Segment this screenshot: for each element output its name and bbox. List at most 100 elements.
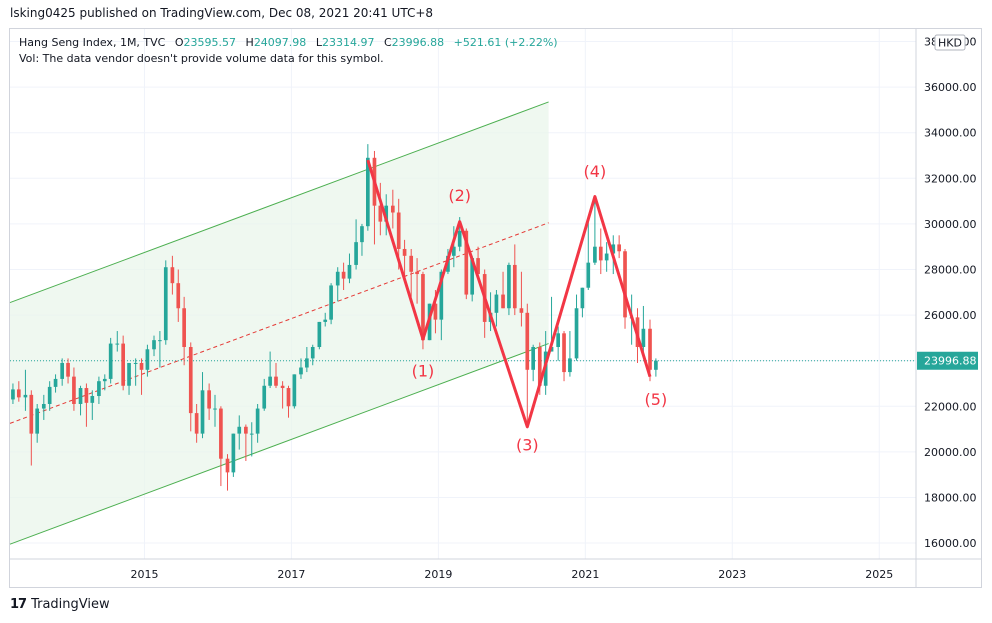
candle-body — [457, 230, 462, 247]
wave-label: (5) — [645, 390, 668, 409]
legend-symbol: Hang Seng Index, 1M, TVC — [19, 36, 166, 49]
candle-body — [366, 157, 370, 227]
y-tick-label: 32000.00 — [924, 172, 977, 185]
candle-body — [66, 362, 70, 377]
candle-body — [60, 362, 65, 379]
candle-body — [512, 264, 517, 309]
candle-body — [249, 433, 254, 435]
candle-body — [286, 388, 291, 407]
candle-body — [525, 312, 530, 370]
candle-body — [531, 347, 536, 370]
time-axis: 2015 2017 2019 2021 2023 2025 — [130, 568, 893, 581]
wave-label: (3) — [516, 436, 539, 455]
candle-body — [194, 413, 199, 434]
candle-body — [108, 343, 113, 379]
candle-body — [360, 226, 364, 243]
x-tick-label: 2021 — [571, 568, 599, 581]
candle-body — [90, 396, 95, 403]
legend-high-label: H — [245, 36, 254, 49]
candle-body — [470, 258, 475, 295]
candle-body — [648, 328, 652, 370]
candle-body — [611, 244, 616, 254]
tradingview-logo-icon: 17 — [10, 597, 27, 612]
candle-body — [11, 389, 15, 400]
candle-body — [556, 333, 560, 347]
elliott-wave-line — [366, 159, 652, 429]
last-price-tag: 23996.88 — [917, 351, 978, 370]
candle-body — [494, 294, 499, 313]
wave-label: (2) — [448, 186, 471, 205]
candle-body — [262, 385, 267, 409]
candle-body — [207, 390, 211, 409]
candle-body — [586, 262, 591, 288]
candle-body — [102, 378, 107, 382]
candle-body — [598, 246, 603, 261]
candle-body — [188, 347, 193, 414]
candle-body — [35, 408, 40, 434]
candle-body — [354, 242, 358, 265]
currency-badge-text: HKD — [938, 37, 962, 50]
candle-body — [501, 294, 505, 309]
y-tick-label: 16000.00 — [924, 537, 977, 550]
candle-body — [84, 388, 89, 403]
candle-body — [41, 403, 46, 409]
y-tick-label: 30000.00 — [924, 218, 977, 231]
candle-body — [176, 283, 181, 309]
candle-body — [255, 408, 260, 434]
candle-body — [219, 408, 223, 459]
candle-body — [299, 367, 303, 375]
candle-body — [139, 362, 144, 370]
candle-body — [604, 253, 609, 261]
candle-body — [415, 271, 419, 275]
candle-body — [507, 264, 511, 309]
last-price-tag-text: 23996.88 — [924, 355, 977, 368]
candle-body — [617, 244, 621, 252]
candle-body — [347, 264, 352, 279]
legend-ohlc-row: Hang Seng Index, 1M, TVC O23595.57 H2409… — [19, 35, 558, 51]
channel-median-line — [9, 222, 549, 424]
x-tick-label: 2015 — [130, 568, 158, 581]
candle-body — [152, 340, 156, 350]
candle-body — [53, 378, 58, 387]
price-axis: 16000.00 18000.00 20000.00 22000.00 26000.00… — [924, 36, 977, 551]
candle-body — [145, 349, 150, 370]
candle-body — [158, 340, 162, 342]
candle-body — [23, 394, 28, 398]
publish-info: lsking0425 published on TradingView.com,… — [10, 6, 434, 20]
currency-badge: HKD — [934, 34, 966, 51]
candle-body — [562, 333, 566, 373]
y-tick-label: 28000.00 — [924, 263, 977, 276]
candle-body — [47, 386, 52, 404]
legend-close-label: C — [383, 36, 392, 49]
candle-body — [623, 251, 627, 318]
y-tick-label: 26000.00 — [924, 309, 977, 322]
candle-body — [335, 271, 340, 286]
x-tick-label: 2019 — [424, 568, 452, 581]
legend-high-value: 24097.98 — [253, 36, 307, 49]
x-tick-label: 2025 — [865, 568, 893, 581]
candle-body — [78, 388, 83, 404]
candle-body — [97, 381, 101, 397]
candle-body — [127, 362, 131, 386]
candle-body — [163, 267, 168, 341]
candle-body — [390, 205, 395, 213]
candle-body — [170, 267, 175, 284]
candle-body — [115, 343, 120, 345]
candle-body — [409, 255, 414, 272]
legend-close-value: 23996.88 — [391, 36, 445, 49]
candle-body — [439, 271, 444, 320]
candle-body — [384, 205, 389, 222]
candle-body — [268, 376, 272, 386]
candle-body — [378, 205, 383, 222]
candle-body — [451, 246, 456, 256]
chart-frame — [9, 28, 982, 588]
candle-body — [396, 212, 401, 249]
wave-label: (1) — [412, 362, 435, 381]
y-tick-label: 34000.00 — [924, 127, 977, 140]
candle-body — [568, 358, 572, 373]
candle-body — [305, 358, 309, 368]
candle-body — [280, 385, 285, 389]
last-price-tag-box — [917, 351, 978, 370]
tradingview-logo[interactable]: 17 TradingView — [10, 597, 110, 612]
